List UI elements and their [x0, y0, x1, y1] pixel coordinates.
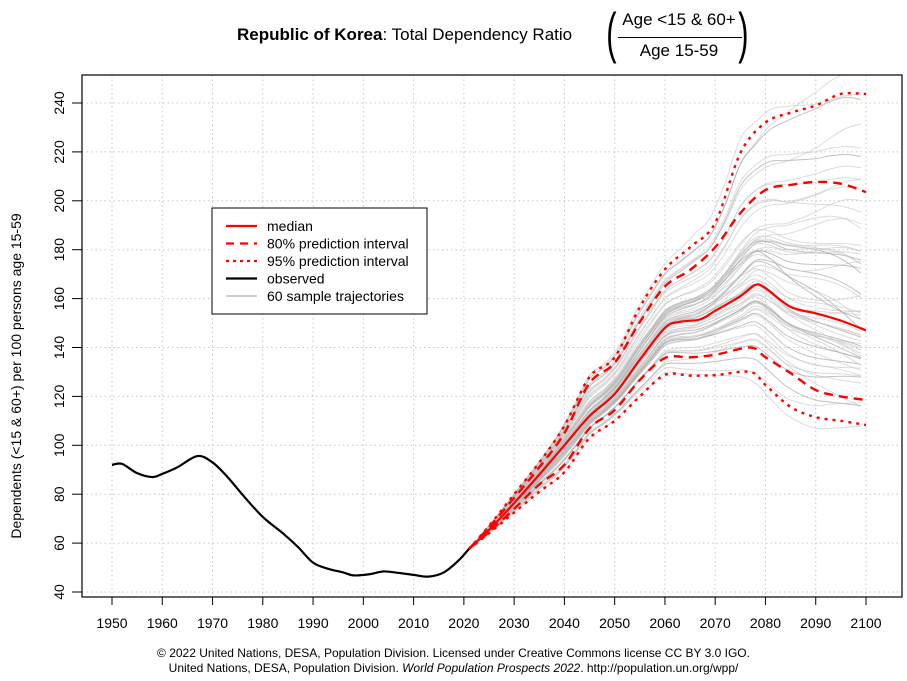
y-tick-label: 120	[51, 385, 67, 409]
series-layer	[111, 91, 867, 578]
fraction-bar	[618, 37, 742, 38]
citation-title: World Population Prospects 2022	[402, 661, 581, 675]
sample-trajectory	[468, 93, 862, 550]
x-tick-label: 1980	[247, 615, 278, 631]
x-tick-label: 2020	[448, 615, 479, 631]
x-tick-label: 2080	[750, 615, 781, 631]
y-tick-label: 240	[51, 91, 67, 115]
legend-label: 60 sample trajectories	[267, 288, 404, 304]
legend-label: median	[267, 218, 313, 234]
x-tick-label: 2030	[499, 615, 530, 631]
plot-frame	[81, 74, 903, 598]
sample-trajectory	[468, 305, 862, 550]
legend-label: 80% prediction interval	[267, 236, 409, 252]
x-tick-label: 2070	[700, 615, 731, 631]
citation: United Nations, DESA, Population Divisio…	[0, 661, 907, 675]
y-tick-label: 80	[51, 486, 67, 502]
citation-pre: United Nations, DESA, Population Divisio…	[168, 661, 403, 675]
median-line	[468, 283, 867, 550]
x-tick-label: 2040	[549, 615, 580, 631]
y-tick-label: 40	[51, 584, 67, 600]
sample-trajectory	[468, 215, 862, 550]
title-indicator: : Total Dependency Ratio	[382, 25, 573, 44]
y-tick-label: 180	[51, 238, 67, 262]
citation-post: . http://population.un.org/wpp/	[580, 661, 739, 675]
sample-trajectory	[468, 371, 862, 550]
x-tick-label: 2010	[398, 615, 429, 631]
x-tick-label: 1950	[96, 615, 127, 631]
x-tick-label: 2000	[348, 615, 379, 631]
x-tick-label: 2060	[649, 615, 680, 631]
x-tick-label: 2050	[599, 615, 630, 631]
y-axis-label: Dependents (<15 & 60+) per 100 persons a…	[8, 213, 24, 539]
title-fraction: ( Age <15 & 60+ Age 15-59 )	[606, 2, 752, 66]
pi95-upper-line	[467, 91, 867, 550]
y-tick-label: 220	[51, 140, 67, 164]
observed-line	[111, 454, 470, 578]
chart-title: Republic of Korea: Total Dependency Rati…	[0, 0, 907, 70]
x-tick-label: 2100	[850, 615, 881, 631]
sample-trajectory	[468, 96, 862, 550]
legend-label: observed	[267, 271, 325, 287]
sample-trajectory	[468, 289, 862, 550]
left-paren: (	[606, 1, 617, 64]
pi80-lower-line	[468, 346, 867, 550]
y-tick-label: 60	[51, 535, 67, 551]
y-tick-label: 100	[51, 433, 67, 457]
sample-trajectory	[468, 345, 861, 550]
grid-layer	[82, 75, 902, 597]
y-tick-label: 140	[51, 336, 67, 360]
legend-label: 95% prediction interval	[267, 253, 409, 269]
sample-trajectory	[468, 357, 862, 550]
x-tick-label: 1970	[197, 615, 228, 631]
sample-trajectory	[468, 229, 862, 550]
right-paren: )	[738, 1, 749, 64]
x-tick-label: 1960	[147, 615, 178, 631]
fraction-numerator: Age <15 & 60+	[622, 10, 736, 29]
sample-trajectory	[468, 268, 862, 550]
sample-trajectories	[468, 75, 862, 550]
sample-trajectory	[468, 293, 862, 550]
x-tick-label: 2090	[800, 615, 831, 631]
sample-trajectory	[468, 338, 862, 550]
y-tick-label: 200	[51, 189, 67, 213]
title-country: Republic of Korea	[237, 25, 383, 44]
pi95-lower-line	[468, 370, 867, 550]
sample-trajectory	[468, 366, 861, 550]
pi80-upper-line	[468, 180, 867, 550]
sample-trajectory	[468, 264, 862, 550]
sample-trajectory	[468, 280, 862, 550]
x-tick-label: 1990	[297, 615, 328, 631]
copyright-notice: © 2022 United Nations, DESA, Population …	[157, 646, 750, 660]
fraction-denominator: Age 15-59	[639, 41, 719, 60]
sample-trajectory	[468, 123, 862, 550]
y-tick-label: 160	[51, 287, 67, 311]
sample-trajectory	[468, 253, 862, 550]
axes: 1950 1960 1970 1980 1990 2000 2010 2020 2030 2040…	[51, 91, 882, 631]
title-text: Republic of Korea: Total Dependency Rati…	[237, 25, 572, 45]
